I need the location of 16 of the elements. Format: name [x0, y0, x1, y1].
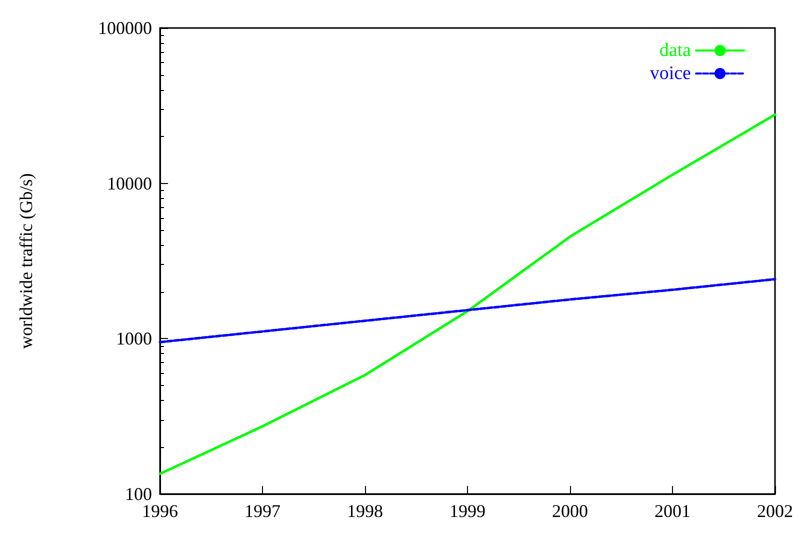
- x-tick-label: 2000: [552, 501, 588, 521]
- y-tick-label: 10000: [107, 173, 152, 194]
- line-series: [158, 278, 776, 344]
- x-tick-label: 1997: [244, 501, 280, 521]
- y-tick-label: 100000: [98, 18, 152, 38]
- legend-label: data: [659, 40, 692, 61]
- y-axis-title: worldwide traffic (Gb/s): [16, 173, 36, 349]
- x-tick-label: 1996: [142, 501, 178, 521]
- y-tick-label: 100: [125, 484, 152, 504]
- x-tick-label: 2002: [757, 501, 793, 521]
- x-tick-label: 2001: [654, 501, 690, 521]
- x-tick-label: 1998: [347, 501, 383, 521]
- legend-label: voice: [650, 63, 691, 84]
- line-series: [158, 113, 776, 476]
- x-tick-label: 1999: [450, 501, 486, 521]
- y-tick-label: 1000: [116, 328, 152, 349]
